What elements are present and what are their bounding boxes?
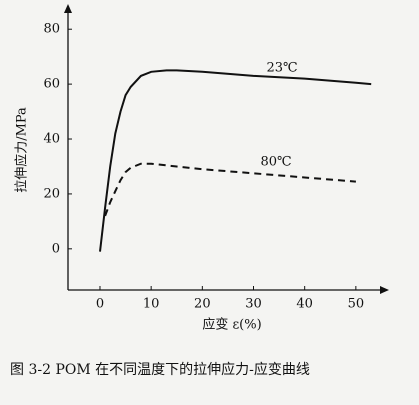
x-tick-label: 40 [296, 297, 313, 312]
x-tick-label: 10 [143, 297, 160, 312]
y-tick-label: 0 [52, 241, 60, 256]
x-tick-label: 30 [245, 297, 262, 312]
y-tick-label: 20 [43, 186, 60, 201]
y-tick-label: 80 [43, 22, 60, 37]
y-axis-label: 拉伸应力/MPa [14, 107, 30, 193]
line-series [99, 69, 372, 252]
series-label: 80℃ [260, 155, 291, 170]
x-axis-arrow [380, 286, 389, 294]
series-label: 23℃ [266, 61, 297, 76]
x-tick-label: 0 [96, 297, 104, 312]
y-tick-label: 40 [43, 132, 60, 147]
x-tick-label: 20 [194, 297, 211, 312]
caption: 图 3-2 POM 在不同温度下的拉伸应力-应变曲线 [10, 361, 310, 378]
y-axis-arrow [64, 4, 72, 13]
y-tick-label: 60 [43, 77, 60, 92]
x-axis-label: 应变 ε(%) [202, 317, 261, 333]
line-series [104, 162, 356, 217]
x-tick-label: 50 [348, 297, 365, 312]
